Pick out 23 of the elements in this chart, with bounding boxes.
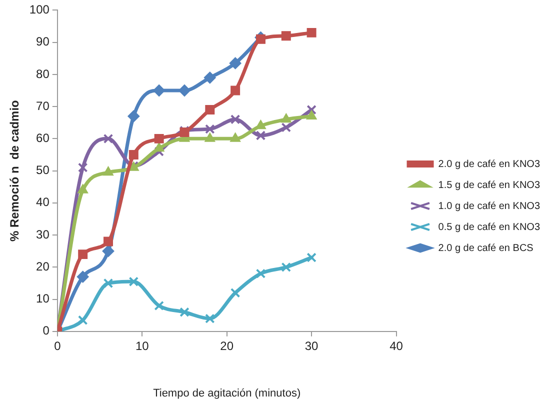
y-tick-label: 60 — [36, 130, 50, 145]
y-tick-label: 40 — [36, 195, 50, 210]
legend-label: 2.0 g de café en BCS — [438, 242, 534, 254]
x-tick-label: 30 — [304, 338, 319, 353]
x-tick-label: 0 — [54, 338, 62, 353]
legend-label: 1.5 g de café en KNO3 — [438, 180, 540, 191]
x-tick-label: 20 — [220, 338, 234, 353]
legend-label: 1.0 g de café en KNO3 — [438, 200, 540, 212]
y-tick-label: 10 — [36, 292, 50, 306]
y-tick-label: 20 — [36, 259, 50, 274]
y-tick-label: 100 — [29, 2, 50, 17]
legend-label: 2.0 g de café en KNO3 — [438, 158, 540, 170]
y-tick-label: 30 — [36, 227, 50, 242]
y-axis-title: % Remoció n de cadmio — [8, 100, 22, 242]
x-axis-title: Tiempo de agitación (minutos) — [153, 387, 301, 400]
y-tick-label: 70 — [36, 98, 50, 113]
y-tick-label: 80 — [36, 66, 50, 81]
y-tick-label: 90 — [36, 34, 50, 49]
y-tick-label: 0 — [42, 324, 50, 338]
y-tick-label: 50 — [36, 163, 50, 178]
legend-label: 0.5 g de café en KNO3 — [438, 222, 540, 233]
x-tick-label: 40 — [390, 338, 404, 353]
x-tick-label: 10 — [135, 338, 150, 353]
